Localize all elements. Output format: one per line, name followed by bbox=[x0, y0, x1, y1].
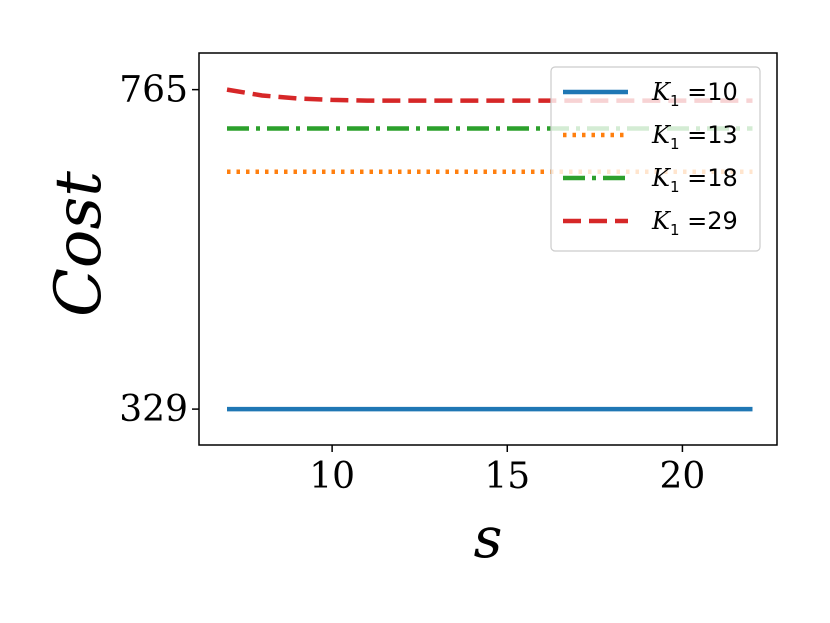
legend-label: K1 =13 bbox=[651, 121, 738, 153]
legend-entry: K1 =10 bbox=[563, 78, 738, 110]
x-tick-label: 10 bbox=[309, 456, 355, 497]
x-axis-title: s bbox=[474, 506, 503, 571]
legend-label: K1 =10 bbox=[651, 78, 738, 110]
legend-entry: K1 =18 bbox=[563, 164, 738, 196]
series-line-4 bbox=[226, 87, 753, 103]
y-tick-label: 765 bbox=[119, 70, 188, 111]
plot-frame bbox=[198, 52, 778, 446]
legend-box bbox=[550, 66, 761, 252]
y-axis: 329 765 bbox=[119, 70, 199, 430]
y-axis-title: Cost bbox=[42, 171, 116, 317]
legend-entry: K1 =29 bbox=[563, 207, 738, 239]
legend-label: K1 =18 bbox=[651, 164, 738, 196]
legend-label: K1 =29 bbox=[651, 207, 738, 239]
x-tick-label: 20 bbox=[660, 456, 706, 497]
x-tick-label: 15 bbox=[484, 456, 530, 497]
y-tick-label: 329 bbox=[119, 389, 188, 430]
x-axis: 10 15 20 bbox=[309, 445, 705, 497]
legend: K1 =10 K1 =13 K1 =18 K1 =29 bbox=[550, 66, 761, 252]
legend-entry: K1 =13 bbox=[563, 121, 738, 153]
